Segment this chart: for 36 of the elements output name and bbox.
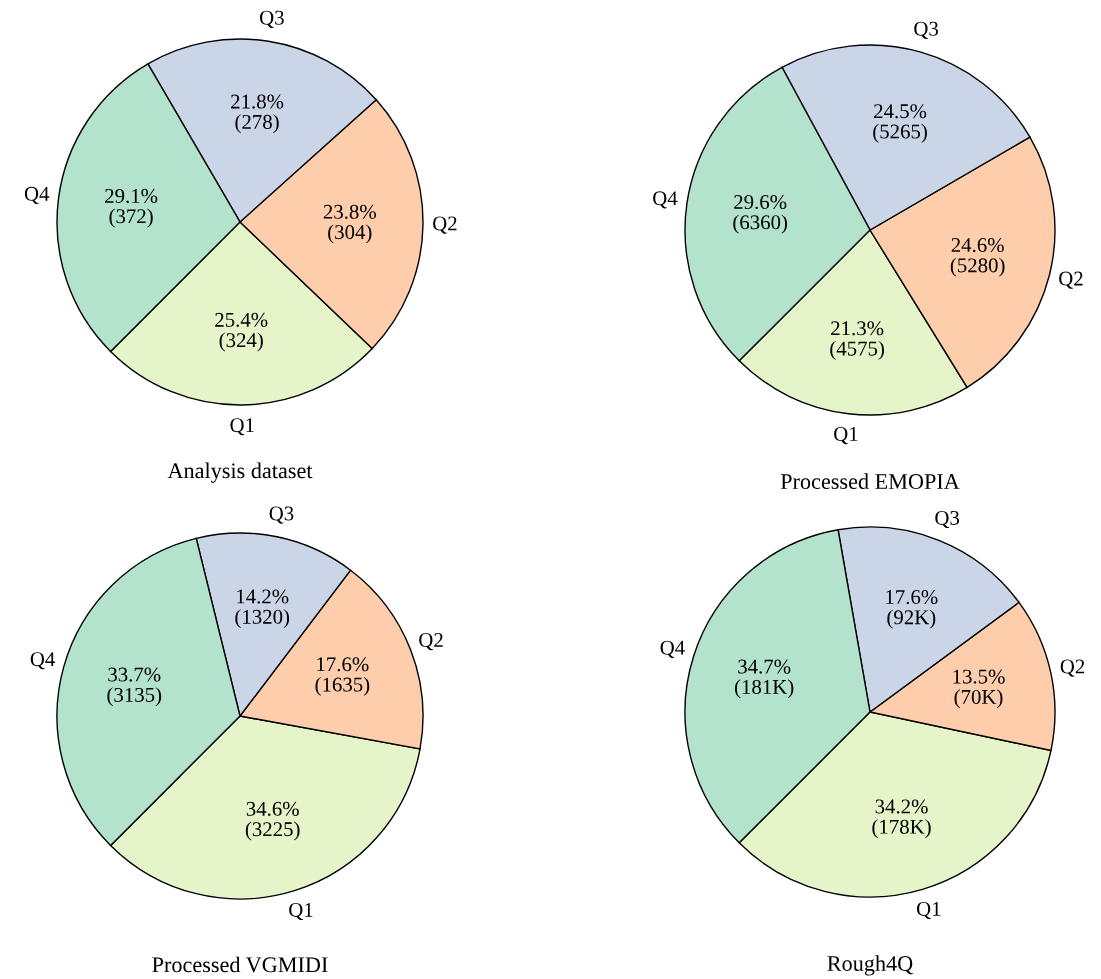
- slice-label: Q3: [914, 21, 939, 39]
- data-label: 23.8% (304): [323, 204, 376, 244]
- text: Analysis dataset: [167, 462, 313, 483]
- slice-label: Q4: [660, 640, 685, 658]
- text: Processed VGMIDI: [152, 956, 328, 973]
- slice-label: Q4: [30, 652, 55, 670]
- data-label: 17.6% (1635): [315, 657, 370, 696]
- slice-label: Q4: [24, 186, 50, 205]
- data-label: 17.6% (92K): [886, 589, 938, 629]
- data-label: 21.8% (278): [231, 94, 284, 134]
- data-label: 34.6% (3225): [245, 801, 300, 841]
- data-label: 21.3% (4575): [830, 321, 884, 360]
- slice-label: Q3: [259, 10, 284, 28]
- data-label: 34.2% (178K): [872, 799, 931, 839]
- data-label: 29.6% (6360): [733, 194, 788, 234]
- data-label: 33.7% (3135): [107, 667, 162, 707]
- slice-label: Q4: [653, 191, 678, 209]
- slice-label: Q2: [1059, 271, 1083, 289]
- slice-label: Q1: [289, 902, 313, 921]
- data-label: 25.4% (324): [215, 312, 268, 352]
- slice-label: Q3: [935, 510, 960, 529]
- data-label: 24.6% (5280): [950, 237, 1005, 277]
- slice-label: Q2: [419, 632, 443, 651]
- slice-label: Q1: [834, 427, 858, 445]
- data-label: 24.5% (5265): [873, 104, 927, 143]
- data-label: 29.1% (372): [105, 188, 158, 228]
- data-label: 13.5% (70K): [953, 669, 1005, 709]
- slice-label: Q1: [916, 901, 941, 920]
- slice-label: Q1: [230, 418, 254, 436]
- data-label: 14.2% (1320): [235, 589, 290, 629]
- slice-label: Q2: [1060, 659, 1085, 677]
- data-label: 34.7% (181K): [734, 659, 794, 699]
- slice-label: Q3: [269, 506, 294, 524]
- text: Processed EMOPIA: [780, 473, 960, 490]
- slice-label: Q2: [433, 216, 457, 234]
- text: Rough4Q: [827, 955, 913, 976]
